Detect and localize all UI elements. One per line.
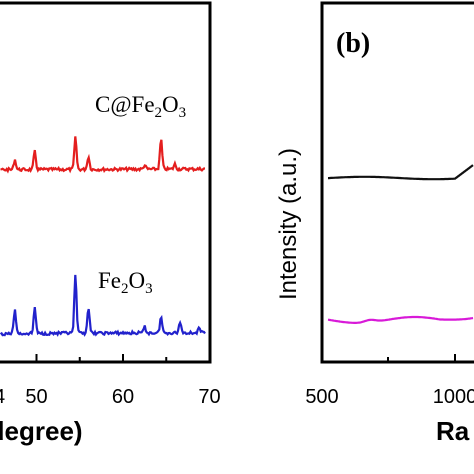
b-series-line-1 [327, 315, 474, 324]
series-label-fe2o3: Fe2O3 [98, 268, 153, 297]
x-tick-label-partial: 4 [0, 386, 5, 408]
x-tick-label-60: 60 [112, 386, 134, 408]
b-x-tick-label-1000: 1000 [433, 386, 474, 408]
series-label-c-fe2o3: C@Fe2O3 [95, 92, 186, 121]
b-series-line-0 [328, 164, 474, 181]
series-line-c-fe2o3 [0, 136, 205, 174]
x-tick-label-70: 70 [198, 386, 220, 408]
panel-a-x-axis-label: (degree) [0, 416, 83, 446]
panel-b-series [327, 164, 474, 324]
panel-a-series [0, 136, 206, 337]
x-tick-label-50: 50 [25, 386, 47, 408]
series-line-fe2o3 [0, 274, 206, 337]
panel-b-x-axis-label: Ra [436, 416, 470, 446]
panel-b: 500 1000 (b) Intensity (a.u.) Ra [275, 1, 474, 446]
b-x-tick-label-500: 500 [305, 386, 338, 408]
panel-b-axes [320, 1, 474, 364]
panel-a: 50 60 70 C@Fe2O3 Fe2O3 4 (degree) [0, 1, 221, 446]
panel-a-x-ticks: 50 60 70 [25, 354, 221, 408]
panel-a-axes [0, 1, 212, 364]
panel-b-x-ticks: 500 1000 [305, 354, 474, 408]
panel-b-label: (b) [336, 28, 370, 59]
panel-b-y-axis-label: Intensity (a.u.) [275, 148, 302, 300]
